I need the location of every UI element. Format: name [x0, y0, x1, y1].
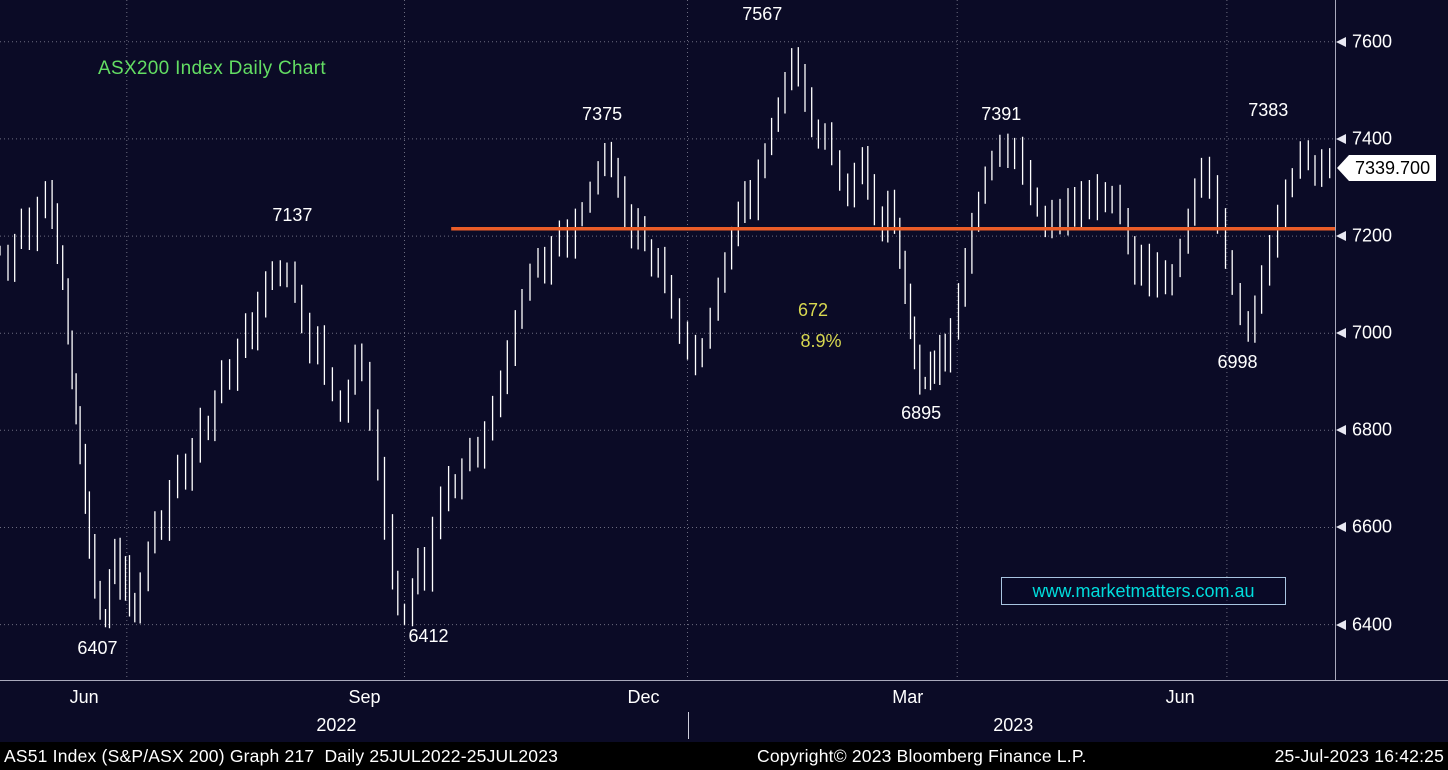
y-tick-arrow-icon	[1336, 425, 1346, 436]
price-annotation: 7137	[272, 205, 313, 225]
y-axis-line	[1335, 0, 1336, 681]
footer-copyright: Copyright© 2023 Bloomberg Finance L.P.	[757, 746, 1087, 766]
price-annotation: 6412	[408, 626, 449, 646]
price-annotation: 6407	[77, 638, 118, 658]
price-series	[0, 47, 1331, 629]
year-divider-tick	[688, 712, 689, 739]
footer-timestamp: 25-Jul-2023 16:42:25	[1274, 746, 1444, 766]
price-annotation: 8.9%	[800, 331, 842, 351]
x-axis-year-label: 2022	[316, 715, 357, 735]
y-tick-arrow-icon	[1336, 328, 1346, 339]
price-annotation: 672	[797, 300, 829, 320]
plot-area: ASX200 Index Daily Chart www.marketmatte…	[0, 0, 1335, 680]
x-axis-month-label: Dec	[627, 687, 660, 707]
x-axis-line	[0, 680, 1448, 681]
x-axis-month-label: Sep	[348, 687, 381, 707]
price-annotation: 7391	[981, 104, 1022, 124]
footer-instrument: AS51 Index (S&P/ASX 200) Graph 217 Daily…	[4, 746, 559, 766]
last-price-arrow-icon	[1337, 155, 1349, 182]
x-axis-month-label: Jun	[1165, 687, 1195, 707]
price-annotation: 7383	[1248, 100, 1289, 120]
price-annotation: 7567	[742, 4, 783, 24]
price-chart-svg	[0, 0, 1335, 680]
x-axis-month-label: Jun	[69, 687, 99, 707]
y-tick-arrow-icon	[1336, 619, 1346, 630]
y-axis-tick-label: 7600	[1352, 31, 1393, 52]
y-axis-tick-label: 7000	[1352, 322, 1393, 343]
last-price-tag: 7339.700	[1349, 155, 1437, 182]
price-annotation: 6895	[901, 403, 942, 423]
x-axis-year-label: 2023	[993, 715, 1034, 735]
y-axis-tick-label: 6600	[1352, 516, 1393, 537]
price-annotation: 7375	[582, 104, 623, 124]
y-axis-tick-label: 7200	[1352, 225, 1393, 246]
x-axis-month-label: Mar	[892, 687, 924, 707]
chart-title: ASX200 Index Daily Chart	[98, 58, 326, 79]
y-tick-arrow-icon	[1336, 231, 1346, 242]
y-axis-tick-label: 6800	[1352, 419, 1393, 440]
y-axis-tick-label: 6400	[1352, 614, 1393, 635]
price-annotation: 6998	[1217, 352, 1258, 372]
footer-status-line: AS51 Index (S&P/ASX 200) Graph 217 Daily…	[0, 742, 1448, 770]
y-tick-arrow-icon	[1336, 522, 1346, 533]
watermark-link: www.marketmatters.com.au	[1001, 577, 1286, 605]
y-tick-arrow-icon	[1336, 133, 1346, 144]
y-axis-tick-label: 7400	[1352, 128, 1393, 149]
y-tick-arrow-icon	[1336, 36, 1346, 47]
